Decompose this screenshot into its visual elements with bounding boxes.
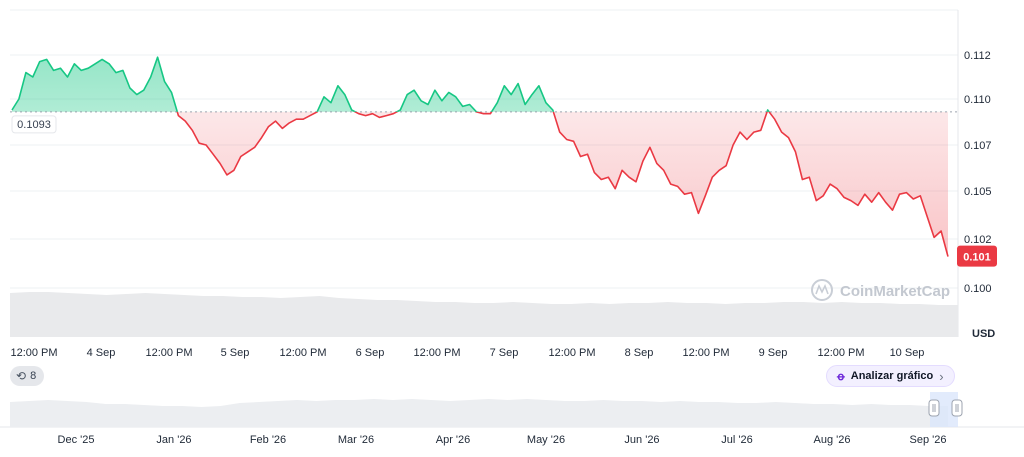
handle-left-box <box>928 399 940 417</box>
x-tick-label: 12:00 PM <box>682 347 729 359</box>
navigator-label: Aug '26 <box>814 434 851 446</box>
y-tick-label: 0.107 <box>964 140 992 152</box>
y-tick-label: 0.112 <box>964 50 991 62</box>
baseline-label: 0.1093 <box>11 115 57 134</box>
y-tick-label: 0.110 <box>964 94 991 106</box>
navigator-handle-left[interactable] <box>928 399 940 417</box>
x-tick-label: 7 Sep <box>490 347 519 359</box>
navigator-handle-right[interactable] <box>951 399 963 417</box>
navigator-label: May '26 <box>527 434 565 446</box>
navigator-label: Jan '26 <box>156 434 191 446</box>
navigator-label: Jul '26 <box>721 434 752 446</box>
x-tick-label: 12:00 PM <box>548 347 595 359</box>
y-tick-label: 0.100 <box>964 283 992 295</box>
x-tick-label: 12:00 PM <box>145 347 192 359</box>
navigator-area <box>10 399 948 427</box>
current-price-badge: 0.101 <box>957 245 997 267</box>
navigator-label: Mar '26 <box>338 434 374 446</box>
navigator-label: Dec '25 <box>58 434 95 446</box>
x-tick-label: 10 Sep <box>890 347 925 359</box>
x-tick-label: 6 Sep <box>356 347 385 359</box>
watermark: CoinMarketCap <box>811 279 950 301</box>
x-tick-label: 12:00 PM <box>10 347 57 359</box>
history-icon: ⟲ <box>16 369 27 383</box>
chevron-right-icon: › <box>939 368 944 384</box>
watermark-logo-mark <box>815 284 829 295</box>
x-tick-label: 12:00 PM <box>817 347 864 359</box>
history-badge[interactable]: ⟲ 8 <box>10 366 45 386</box>
y-tick-label: 0.102 <box>964 234 992 246</box>
navigator-label: Jun '26 <box>624 434 659 446</box>
area-below-baseline <box>12 111 948 257</box>
handle-right-box <box>951 399 963 417</box>
x-tick-label: 9 Sep <box>759 347 788 359</box>
navigator-label: Apr '26 <box>436 434 471 446</box>
x-tick-label: 8 Sep <box>625 347 654 359</box>
analyze-chart-label: Analizar gráfico <box>850 370 934 382</box>
watermark-text: CoinMarketCap <box>840 283 950 300</box>
y-tick-label: 0.105 <box>964 186 992 198</box>
x-tick-label: 4 Sep <box>87 347 116 359</box>
price-line-up <box>11 56 771 112</box>
volume-area <box>10 292 958 337</box>
navigator-label: Sep '26 <box>910 434 947 446</box>
analyze-chart-button[interactable]: ꝋ Analizar gráfico › <box>826 365 955 387</box>
x-tick-label: 12:00 PM <box>413 347 460 359</box>
history-count: 8 <box>30 370 37 382</box>
navigator-label: Feb '26 <box>250 434 286 446</box>
price-line-down <box>176 111 949 257</box>
x-tick-label: 5 Sep <box>221 347 250 359</box>
x-tick-label: 12:00 PM <box>279 347 326 359</box>
candlestick-icon: ꝋ <box>837 370 845 383</box>
watermark-logo <box>811 279 833 301</box>
current-price-text: 0.101 <box>963 252 991 264</box>
baseline-label-text: 0.1093 <box>17 119 51 131</box>
area-above-baseline <box>12 57 770 112</box>
baseline-label-box <box>11 115 57 134</box>
current-price-box <box>957 245 997 267</box>
currency-label: USD <box>972 328 995 340</box>
